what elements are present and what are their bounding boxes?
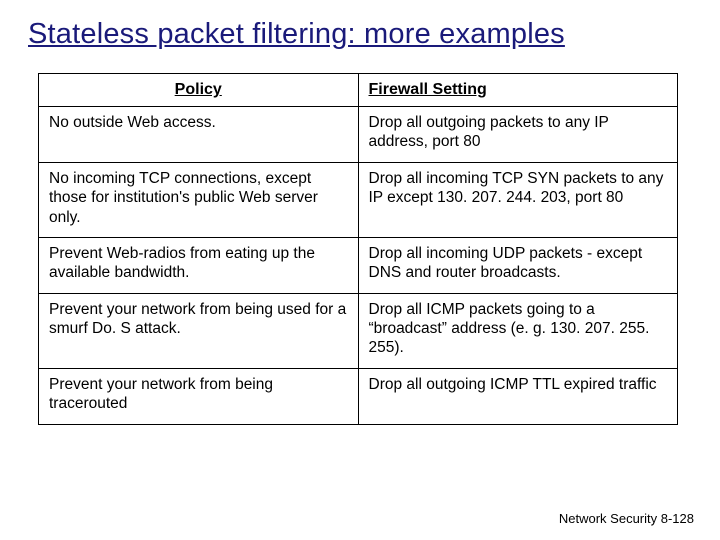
cell-setting: Drop all incoming TCP SYN packets to any…: [358, 162, 678, 237]
cell-policy: No incoming TCP connections, except thos…: [39, 162, 359, 237]
cell-policy: Prevent Web-radios from eating up the av…: [39, 237, 359, 293]
header-setting: Firewall Setting: [358, 74, 678, 107]
table-row: Prevent your network from being tracerou…: [39, 368, 678, 424]
cell-setting: Drop all outgoing ICMP TTL expired traff…: [358, 368, 678, 424]
table-row: No incoming TCP connections, except thos…: [39, 162, 678, 237]
cell-setting: Drop all ICMP packets going to a “broadc…: [358, 293, 678, 368]
slide-container: Stateless packet filtering: more example…: [0, 0, 720, 425]
header-policy: Policy: [39, 74, 359, 107]
slide-footer: Network Security 8-128: [559, 511, 694, 526]
table-row: No outside Web access. Drop all outgoing…: [39, 107, 678, 163]
table-row: Prevent your network from being used for…: [39, 293, 678, 368]
table-header-row: Policy Firewall Setting: [39, 74, 678, 107]
slide-title: Stateless packet filtering: more example…: [28, 18, 692, 51]
cell-policy: Prevent your network from being used for…: [39, 293, 359, 368]
cell-setting: Drop all outgoing packets to any IP addr…: [358, 107, 678, 163]
cell-policy: Prevent your network from being tracerou…: [39, 368, 359, 424]
cell-setting: Drop all incoming UDP packets - except D…: [358, 237, 678, 293]
cell-policy: No outside Web access.: [39, 107, 359, 163]
table-row: Prevent Web-radios from eating up the av…: [39, 237, 678, 293]
firewall-table: Policy Firewall Setting No outside Web a…: [38, 73, 678, 425]
